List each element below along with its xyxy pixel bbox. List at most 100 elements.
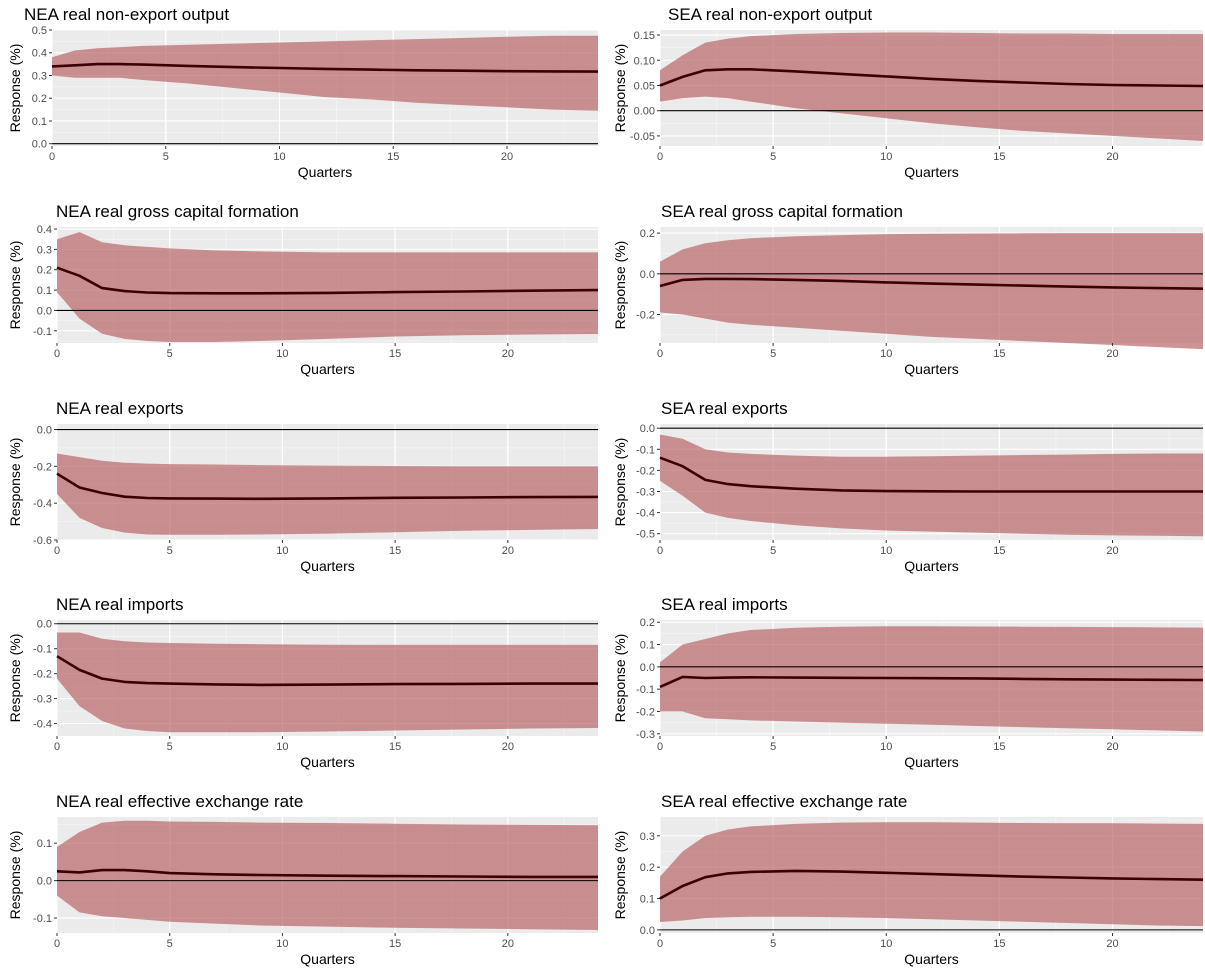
y-tick-label: -0.1 — [33, 644, 52, 656]
y-axis-title: Response (%) — [612, 44, 628, 133]
x-tick-label: 20 — [1106, 545, 1118, 557]
x-tick-label: 10 — [276, 348, 288, 360]
y-tick-label: 0.3 — [37, 244, 52, 256]
panel-title: NEA real effective exchange rate — [56, 792, 303, 811]
y-tick-label: 0.5 — [32, 25, 47, 37]
x-tick-label: 20 — [502, 741, 514, 753]
y-tick-label: 0.1 — [32, 116, 47, 128]
y-tick-label: -0.2 — [636, 310, 655, 322]
panel-title: SEA real effective exchange rate — [661, 792, 907, 811]
y-tick-label: -0.4 — [33, 498, 52, 510]
median-response-line — [56, 655, 598, 687]
x-tick-label: 0 — [54, 938, 60, 950]
x-tick-label: 10 — [276, 545, 288, 557]
y-tick-label: -0.2 — [33, 461, 52, 473]
x-axis-title: Quarters — [300, 951, 354, 967]
x-tick-label: 10 — [880, 938, 892, 950]
y-tick-label: 0.4 — [32, 48, 47, 60]
x-tick-label: 5 — [770, 151, 776, 163]
x-tick-label: 5 — [770, 348, 776, 360]
panel-4: -0.2 0.0 0.2 0 5 10 15 20 SEA real gross capital… — [612, 202, 1204, 377]
x-tick-label: 0 — [657, 545, 663, 557]
panel-title: NEA real imports — [56, 595, 184, 614]
panel-title: NEA real gross capital formation — [56, 202, 299, 221]
median-response-line — [659, 675, 1204, 689]
x-tick-label: 10 — [880, 545, 892, 557]
median-response-line — [56, 868, 598, 879]
x-tick-label: 0 — [657, 938, 663, 950]
y-tick-label: -0.3 — [636, 486, 655, 498]
x-tick-label: 5 — [167, 545, 173, 557]
confidence-band — [57, 453, 598, 535]
x-axis-title: Quarters — [904, 951, 958, 967]
median-response-line — [56, 266, 599, 295]
y-tick-label: 0.2 — [32, 93, 47, 105]
y-tick-label: -0.6 — [33, 535, 52, 547]
y-axis-title: Response (%) — [612, 634, 628, 723]
x-tick-label: 20 — [1106, 741, 1118, 753]
x-axis-title: Quarters — [298, 164, 352, 180]
x-tick-label: 10 — [276, 741, 288, 753]
x-axis-title: Quarters — [904, 558, 958, 574]
y-tick-label: -0.3 — [636, 729, 655, 741]
y-tick-label: 0.0 — [640, 925, 655, 937]
x-tick-label: 20 — [1106, 151, 1118, 163]
x-tick-label: 5 — [770, 545, 776, 557]
panel-title: SEA real gross capital formation — [661, 202, 903, 221]
median-response-line — [659, 277, 1204, 290]
x-axis-title: Quarters — [300, 754, 354, 770]
confidence-band — [57, 232, 598, 342]
y-tick-label: 0.00 — [634, 106, 655, 118]
x-tick-label: 5 — [167, 741, 173, 753]
y-tick-label: 0.05 — [634, 80, 655, 92]
y-axis-title: Response (%) — [7, 438, 23, 527]
confidence-band — [660, 233, 1203, 350]
y-tick-label: 0.0 — [32, 139, 47, 151]
x-tick-label: 20 — [502, 348, 514, 360]
x-tick-label: 20 — [501, 151, 513, 163]
panel-1: 0.0 0.1 0.2 0.3 0.4 0.5 0 5 10 15 20 NEA real non-e… — [7, 5, 599, 180]
y-tick-label: 0.0 — [37, 305, 52, 317]
median-response-line — [56, 472, 599, 501]
x-axis-title: Quarters — [300, 558, 354, 574]
x-tick-label: 20 — [1106, 348, 1118, 360]
y-tick-label: -0.4 — [636, 508, 655, 520]
panel-title: NEA real non-export output — [24, 5, 229, 24]
confidence-band — [57, 632, 598, 733]
y-tick-label: 0.2 — [37, 265, 52, 277]
x-tick-label: 10 — [276, 938, 288, 950]
y-tick-label: 0.0 — [37, 619, 52, 631]
x-tick-label: 5 — [770, 741, 776, 753]
y-axis-title: Response (%) — [7, 634, 23, 723]
y-axis-title: Response (%) — [7, 241, 23, 330]
y-axis-title: Response (%) — [7, 831, 23, 920]
x-tick-label: 20 — [1106, 938, 1118, 950]
panel-9: -0.1 0.0 0.1 0 5 10 15 20 NEA real effective exc… — [7, 792, 598, 967]
y-tick-label: -0.2 — [33, 669, 52, 681]
x-tick-label: 15 — [993, 348, 1005, 360]
y-tick-label: 0.2 — [640, 862, 655, 874]
confidence-band — [52, 35, 598, 111]
y-axis-title: Response (%) — [612, 438, 628, 527]
panel-6: -0.5 -0.4 -0.3 -0.2 -0.1 0.0 0 5 10 15 20 SEA real … — [612, 399, 1203, 574]
y-tick-label: -0.5 — [636, 529, 655, 541]
y-tick-label: -0.1 — [636, 444, 655, 456]
y-tick-label: 0.4 — [37, 224, 52, 236]
x-tick-label: 15 — [389, 938, 401, 950]
x-axis-title: Quarters — [904, 361, 958, 377]
x-tick-label: 5 — [167, 348, 173, 360]
x-tick-label: 15 — [389, 545, 401, 557]
x-tick-label: 0 — [657, 741, 663, 753]
x-tick-label: 5 — [167, 938, 173, 950]
panel-8: -0.3 -0.2 -0.1 0.0 0.1 0.2 0 5 10 15 20 SEA real im… — [612, 595, 1204, 770]
y-tick-label: -0.2 — [636, 465, 655, 477]
y-tick-label: 0.15 — [634, 30, 655, 42]
x-tick-label: 5 — [770, 938, 776, 950]
x-tick-label: 0 — [54, 545, 60, 557]
x-tick-label: 15 — [387, 151, 399, 163]
y-tick-label: 0.3 — [640, 831, 655, 843]
x-tick-label: 10 — [880, 151, 892, 163]
y-tick-label: 0.0 — [640, 423, 655, 435]
x-tick-label: 10 — [880, 348, 892, 360]
y-tick-label: 0.0 — [37, 425, 52, 437]
